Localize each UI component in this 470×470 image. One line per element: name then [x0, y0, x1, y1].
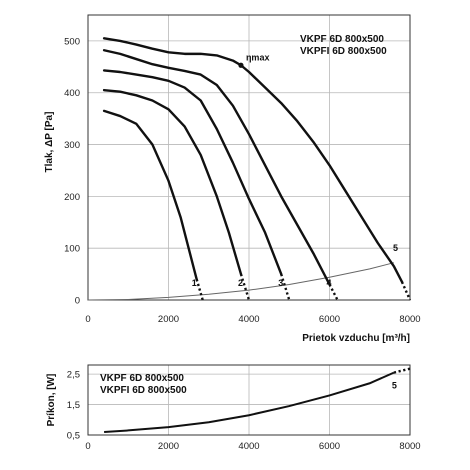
pressure-y-tick-label: 400 [64, 88, 80, 99]
fan-curve-1 [102, 109, 198, 281]
fan-curve-5-tail [400, 281, 412, 301]
power-y-tick-label: 2,5 [67, 370, 80, 381]
pressure-chart: 0 2000 4000 6000 8000 0 100 200 300 400 500 1 2 3 4 5… [44, 14, 421, 344]
pressure-x-axis-title: Prietok vzduchu [m³/h] [302, 333, 410, 344]
fan-curve-4-tail [328, 283, 339, 301]
pressure-y-ticks: 0 100 200 300 400 500 [64, 36, 80, 306]
power-y-axis-title: Príkon, [W] [46, 374, 57, 427]
pressure-x-tick-label: 2000 [158, 314, 179, 325]
pressure-y-tick-label: 0 [75, 296, 80, 307]
fan-curve-5 [102, 37, 404, 284]
power-plot-frame [87, 364, 411, 436]
power-x-tick-label: 8000 [399, 441, 420, 452]
power-curve-5 [104, 371, 395, 433]
pressure-x-tick-label: 4000 [238, 314, 259, 325]
pressure-y-tick-label: 100 [64, 244, 80, 255]
pressure-x-tick-label: 6000 [319, 314, 340, 325]
power-y-ticks: 0,5 1,5 2,5 [67, 370, 80, 442]
power-model-label-1: VKPF 6D 800x500 [100, 373, 184, 384]
power-chart: 0 2000 4000 6000 8000 0,5 1,5 2,5 5 Príkon, [W… [46, 364, 421, 452]
fan-curve-label-3: 3 [278, 278, 283, 288]
fan-curve-label-4: 4 [327, 278, 332, 288]
power-curve-5-tail [393, 367, 411, 374]
power-x-tick-label: 6000 [319, 441, 340, 452]
pressure-y-tick-label: 200 [64, 192, 80, 203]
pressure-y-axis-title: Tlak, ΔP [Pa] [44, 112, 55, 173]
pressure-model-label-2: VKPFI 6D 800x500 [300, 46, 387, 57]
fan-curve-4 [102, 49, 331, 286]
power-y-tick-label: 1,5 [67, 400, 80, 411]
pressure-x-ticks: 0 2000 4000 6000 8000 [85, 314, 420, 325]
pressure-x-tick-label: 8000 [399, 314, 420, 325]
pressure-model-label-1: VKPF 6D 800x500 [300, 34, 384, 45]
power-x-tick-label: 4000 [238, 441, 259, 452]
pressure-y-tick-label: 300 [64, 140, 80, 151]
power-x-tick-label: 0 [85, 441, 90, 452]
fan-curve-label-1: 1 [192, 278, 197, 288]
power-model-label-2: VKPFI 6D 800x500 [100, 385, 187, 396]
power-y-tick-label: 0,5 [67, 431, 80, 442]
fan-curve-label-5: 5 [393, 243, 398, 253]
pressure-plot-frame [87, 14, 411, 301]
eta-max-annotation: ηmax [246, 52, 270, 62]
pressure-series: 1 2 3 4 5 [87, 37, 412, 301]
fan-curve-1-tail [195, 278, 204, 301]
pressure-y-tick-label: 500 [64, 36, 80, 47]
power-x-tick-label: 2000 [158, 441, 179, 452]
fan-curve-3 [102, 69, 283, 276]
power-x-ticks: 0 2000 4000 6000 8000 [85, 441, 420, 452]
pressure-x-tick-label: 0 [85, 314, 90, 325]
fan-curve-2 [102, 88, 243, 276]
power-series: 5 [104, 367, 411, 433]
eta-max-point [238, 62, 244, 68]
system-resistance-curve [87, 262, 395, 301]
power-curve-label-5: 5 [392, 381, 397, 391]
fan-curve-label-2: 2 [238, 278, 243, 288]
